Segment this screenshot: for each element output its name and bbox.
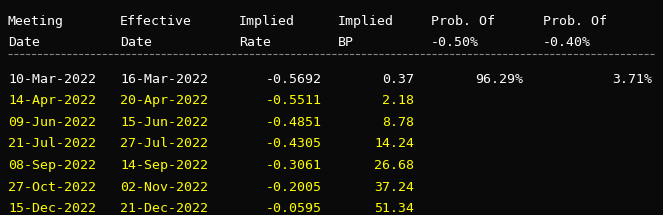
Text: 0.37: 0.37 — [382, 73, 414, 86]
Text: BP: BP — [338, 36, 354, 49]
Text: 37.24: 37.24 — [374, 181, 414, 194]
Text: 21-Jul-2022: 21-Jul-2022 — [8, 137, 96, 150]
Text: 26.68: 26.68 — [374, 159, 414, 172]
Text: 3.71%: 3.71% — [612, 73, 652, 86]
Text: 27-Jul-2022: 27-Jul-2022 — [120, 137, 208, 150]
Text: 51.34: 51.34 — [374, 202, 414, 215]
Text: Meeting: Meeting — [8, 15, 64, 28]
Text: -0.40%: -0.40% — [543, 36, 591, 49]
Text: -0.2005: -0.2005 — [266, 181, 322, 194]
Text: 15-Jun-2022: 15-Jun-2022 — [120, 116, 208, 129]
Text: 8.78: 8.78 — [382, 116, 414, 129]
Text: -0.50%: -0.50% — [430, 36, 479, 49]
Text: 21-Dec-2022: 21-Dec-2022 — [120, 202, 208, 215]
Text: -0.5692: -0.5692 — [266, 73, 322, 86]
Text: Prob. Of: Prob. Of — [430, 15, 495, 28]
Text: Date: Date — [8, 36, 40, 49]
Text: -0.5511: -0.5511 — [266, 94, 322, 107]
Text: 16-Mar-2022: 16-Mar-2022 — [120, 73, 208, 86]
Text: -0.4851: -0.4851 — [266, 116, 322, 129]
Text: 14-Apr-2022: 14-Apr-2022 — [8, 94, 96, 107]
Text: 14-Sep-2022: 14-Sep-2022 — [120, 159, 208, 172]
Text: 2.18: 2.18 — [382, 94, 414, 107]
Text: Date: Date — [120, 36, 152, 49]
Text: 27-Oct-2022: 27-Oct-2022 — [8, 181, 96, 194]
Text: Prob. Of: Prob. Of — [543, 15, 607, 28]
Text: 08-Sep-2022: 08-Sep-2022 — [8, 159, 96, 172]
Text: 09-Jun-2022: 09-Jun-2022 — [8, 116, 96, 129]
Text: 02-Nov-2022: 02-Nov-2022 — [120, 181, 208, 194]
Text: -0.3061: -0.3061 — [266, 159, 322, 172]
Text: 15-Dec-2022: 15-Dec-2022 — [8, 202, 96, 215]
Text: Implied: Implied — [338, 15, 394, 28]
Text: 10-Mar-2022: 10-Mar-2022 — [8, 73, 96, 86]
Text: Rate: Rate — [239, 36, 271, 49]
Text: -0.0595: -0.0595 — [266, 202, 322, 215]
Text: Implied: Implied — [239, 15, 295, 28]
Text: 14.24: 14.24 — [374, 137, 414, 150]
Text: -0.4305: -0.4305 — [266, 137, 322, 150]
Text: Effective: Effective — [120, 15, 192, 28]
Text: 20-Apr-2022: 20-Apr-2022 — [120, 94, 208, 107]
Text: 96.29%: 96.29% — [475, 73, 523, 86]
